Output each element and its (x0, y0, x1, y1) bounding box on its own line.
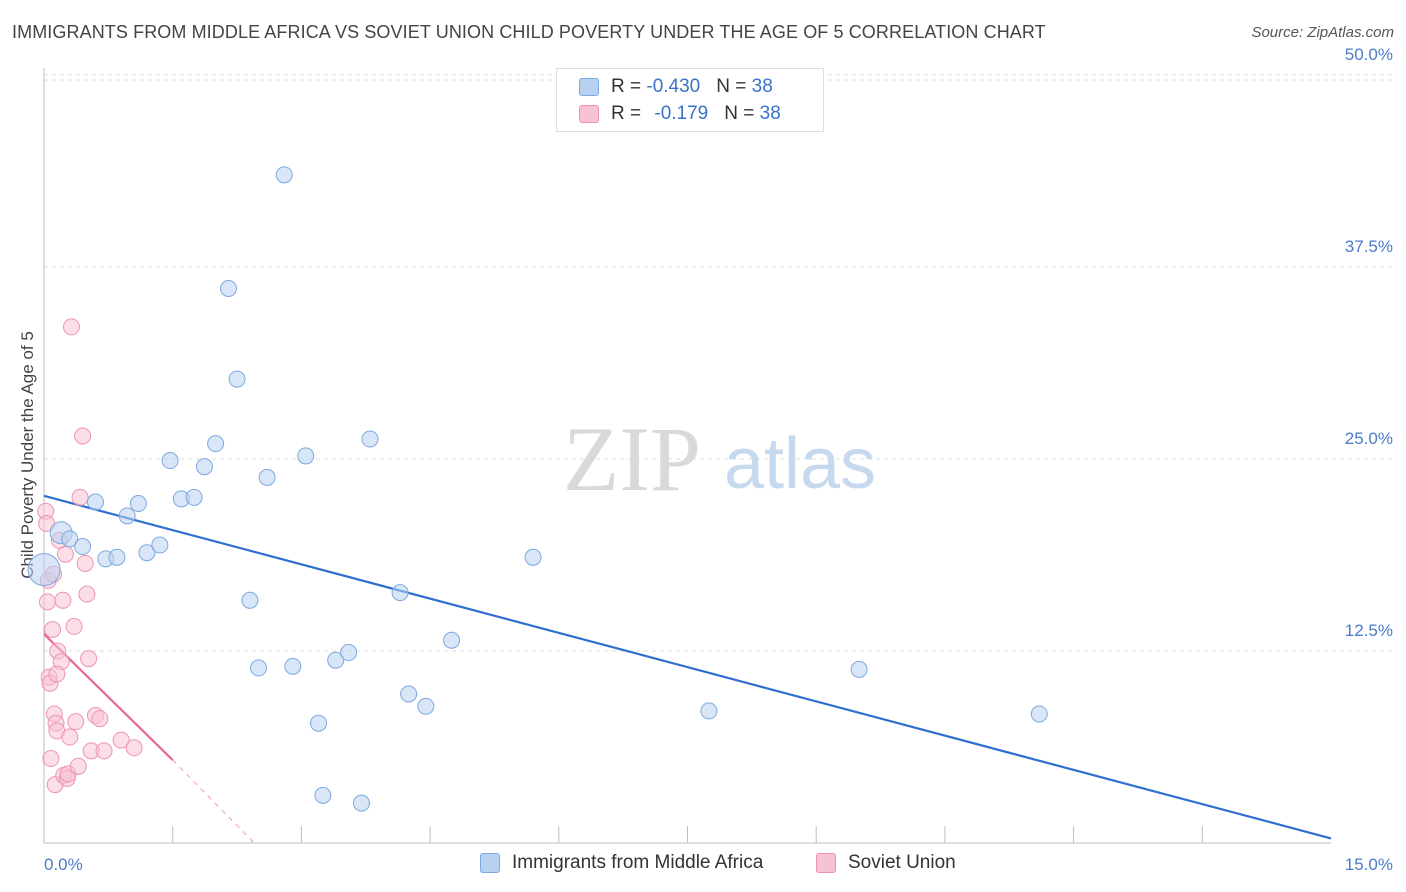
x-tick-label: 0.0% (44, 855, 83, 874)
pink-point (91, 710, 109, 728)
blue-point (361, 430, 379, 448)
pink-point (95, 742, 113, 760)
pink-point (61, 728, 79, 746)
tick-labels: 12.5% 25.0% 37.5% 50.0% 0.0% 15.0% (44, 45, 1393, 874)
pink-trend-extension (172, 759, 255, 844)
gridlines (44, 74, 1394, 652)
blue-point (241, 591, 259, 609)
y-tick-label: 25.0% (1345, 429, 1393, 448)
blue-point (352, 794, 370, 812)
pink-point (38, 593, 56, 611)
bottom-legend-pink: Soviet Union (816, 852, 956, 874)
pink-point (65, 617, 83, 635)
bottom-legend-swatch-blue (480, 853, 500, 873)
blue-point (151, 536, 169, 554)
blue-point (250, 659, 267, 677)
blue-point (310, 714, 328, 732)
legend-swatch-blue (579, 78, 599, 96)
blue-point (850, 660, 868, 678)
blue-point (417, 697, 435, 715)
pink-point (56, 545, 74, 563)
pink-point (67, 713, 85, 731)
blue-point (138, 544, 156, 562)
bottom-legend-label-pink: Soviet Union (848, 852, 956, 873)
blue-point (400, 685, 418, 703)
y-tick-label: 37.5% (1345, 237, 1393, 256)
bottom-legend-label-blue: Immigrants from Middle Africa (512, 852, 764, 873)
legend-n-value: 38 (751, 76, 773, 97)
blue-point (443, 631, 461, 649)
blue-point (524, 548, 542, 566)
blue-point (327, 651, 345, 669)
legend-n-value: 38 (759, 103, 781, 124)
blue-point (195, 458, 213, 476)
y-tick-label: 12.5% (1345, 621, 1393, 640)
blue-point (161, 452, 179, 470)
blue-point (219, 280, 237, 298)
source-credit: Source: ZipAtlas.com (1251, 24, 1394, 41)
legend-row-blue: R = -0.430 N = 38 (579, 75, 773, 99)
blue-point (228, 370, 246, 388)
pink-point (80, 650, 98, 668)
blue-point (74, 538, 92, 556)
x-tick-label: 15.0% (1345, 855, 1393, 874)
bottom-legend-blue: Immigrants from Middle Africa (480, 852, 763, 874)
blue-point (185, 488, 203, 506)
blue-point (61, 530, 79, 548)
blue-point (108, 548, 126, 566)
blue-point (27, 553, 61, 587)
blue-point (314, 786, 332, 804)
blue-trend-line (43, 494, 1332, 840)
blue-point (340, 644, 358, 662)
blue-point (129, 495, 147, 513)
y-tick-label: 50.0% (1345, 45, 1393, 64)
legend-n-label: N = (724, 103, 760, 124)
pink-point (54, 591, 72, 609)
watermark-atlas: atlas (724, 424, 876, 504)
blue-point (297, 447, 315, 465)
blue-point (258, 468, 276, 486)
trend-lines (43, 494, 1332, 844)
legend-r-label: R = (611, 76, 647, 97)
blue-point (1030, 705, 1048, 723)
pink-point (42, 750, 60, 768)
pink-point (62, 318, 80, 336)
blue-point (275, 166, 293, 184)
watermark-zip: ZIP (563, 408, 701, 510)
pink-point (74, 427, 92, 445)
bottom-legend-swatch-pink (816, 853, 836, 873)
blue-point (118, 507, 136, 525)
legend-row-pink: R = -0.179 N = 38 (579, 102, 781, 126)
data-points (27, 166, 1048, 812)
axes (43, 68, 1331, 844)
legend-r-value: -0.179 (654, 103, 709, 124)
pink-point (69, 757, 87, 775)
stats-legend: R = -0.430 N = 38 R = -0.179 N = 38 (556, 68, 824, 132)
pink-point (125, 739, 143, 757)
blue-point (700, 702, 718, 720)
chart-title: IMMIGRANTS FROM MIDDLE AFRICA VS SOVIET … (12, 22, 1046, 42)
blue-point (284, 657, 302, 675)
pink-point (44, 620, 62, 638)
legend-n-label: N = (716, 76, 752, 97)
blue-point (207, 435, 225, 453)
blue-point (391, 584, 409, 602)
legend-r-value: -0.430 (646, 76, 701, 97)
pink-point (76, 554, 94, 572)
blue-point (86, 493, 104, 511)
watermark: ZIP atlas (563, 408, 876, 510)
pink-point (48, 665, 66, 683)
pink-point (78, 585, 96, 603)
legend-r-label: R = (611, 103, 647, 124)
pink-point (71, 488, 89, 506)
legend-swatch-pink (579, 105, 599, 123)
pink-point (112, 731, 130, 749)
